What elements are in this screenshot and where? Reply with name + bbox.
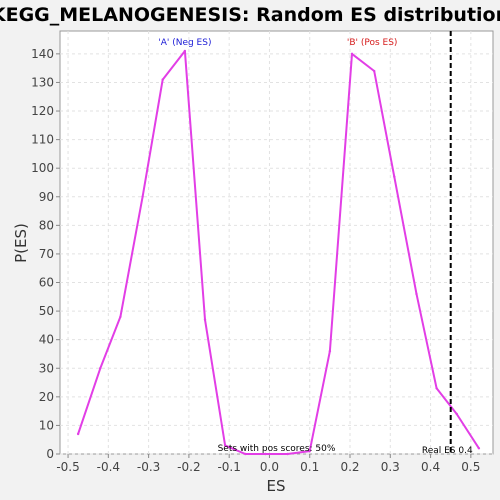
x-tick-label: -0.4 — [97, 460, 120, 474]
y-tick-label: 120 — [31, 104, 54, 118]
data-point — [350, 52, 354, 56]
data-point — [372, 69, 376, 73]
x-tick-label: 0.3 — [381, 460, 400, 474]
data-point — [455, 412, 458, 416]
data-point — [119, 315, 122, 319]
data-point — [286, 452, 289, 456]
y-tick-label: 100 — [31, 161, 54, 175]
plot-area — [59, 30, 494, 455]
y-tick-label: 40 — [39, 333, 54, 347]
data-point — [223, 444, 227, 447]
y-tick-label: 0 — [46, 447, 54, 461]
x-tick-label: 0.0 — [260, 460, 279, 474]
y-tick-label: 10 — [39, 418, 54, 432]
y-tick-label: 110 — [31, 133, 54, 147]
data-point — [393, 175, 396, 178]
y-tick-label: 60 — [39, 276, 54, 290]
real-es-label: Real ES 0.4 — [422, 446, 473, 456]
y-tick-label: 30 — [39, 361, 54, 375]
data-point — [141, 195, 144, 198]
pos-scores-fraction-label: Sets with pos scores: 50% — [218, 444, 336, 454]
y-tick-label: 90 — [39, 190, 54, 204]
data-point — [99, 367, 102, 370]
y-tick-label: 20 — [39, 390, 54, 404]
x-tick-label: -0.3 — [137, 460, 160, 474]
data-point — [76, 432, 80, 436]
data-point — [328, 349, 332, 353]
x-tick-label: -0.5 — [56, 460, 79, 474]
pos-es-label: 'B' (Pos ES) — [347, 38, 398, 48]
y-tick-label: 70 — [39, 247, 54, 261]
neg-es-label: 'A' (Neg ES) — [158, 38, 211, 48]
annotations: 'A' (Neg ES) 'B' (Pos ES) Real ES 0.4 Sets … — [158, 31, 473, 456]
x-tick-label: 0.4 — [421, 460, 440, 474]
data-point — [435, 387, 438, 390]
data-point — [244, 452, 247, 456]
data-point — [161, 78, 164, 81]
data-point — [415, 292, 418, 296]
x-tick-label: -0.1 — [217, 460, 240, 474]
data-point — [264, 452, 267, 456]
y-tick-label: 130 — [31, 75, 54, 89]
data-point — [308, 449, 311, 453]
data-point — [183, 49, 187, 53]
y-tick-label: 80 — [39, 218, 54, 232]
data-point — [203, 318, 207, 321]
data-point — [477, 447, 481, 450]
x-tick-label: -0.2 — [177, 460, 200, 474]
series-layer — [76, 49, 481, 456]
chart-title: KEGG_MELANOGENESIS: Random ES distributi… — [0, 4, 500, 26]
y-tick-label: 140 — [31, 47, 54, 61]
x-tick-label: 0.1 — [300, 460, 319, 474]
x-tick-label: 0.5 — [461, 460, 480, 474]
es-distribution-line — [77, 50, 480, 455]
x-axis-title: ES — [267, 477, 286, 495]
y-tick-label: 50 — [39, 304, 54, 318]
axis-ticks: -0.5 -0.4 -0.3 -0.2 -0.1 0.0 0.1 0.2 0.3 0.4 0.5 0 1… — [31, 47, 480, 474]
x-tick-label: 0.2 — [340, 460, 359, 474]
y-axis-title: P(ES) — [12, 223, 30, 263]
